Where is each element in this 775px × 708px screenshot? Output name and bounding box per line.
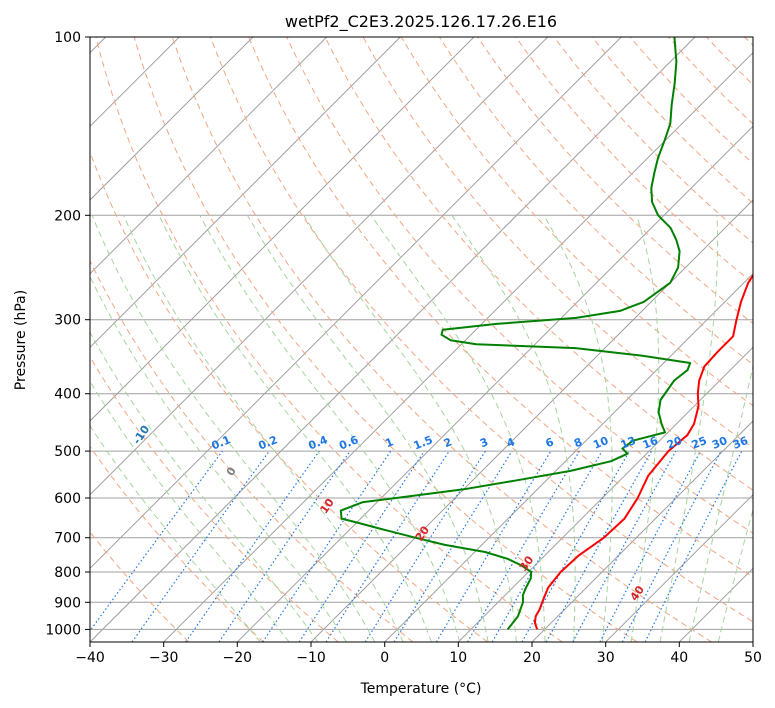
isotherm-line [90, 37, 475, 422]
moist-adiabat-line [90, 380, 290, 642]
mixing-ratio-line [435, 450, 552, 642]
x-tick-label: −40 [75, 650, 105, 666]
moist-adiabat-line [199, 215, 461, 642]
dry-adiabat-line [90, 259, 414, 642]
x-tick-label: −30 [149, 650, 179, 666]
mixing-ratio-label: 36 [731, 434, 750, 452]
y-tick-label: 600 [54, 491, 81, 507]
mixing-ratio-line [572, 450, 677, 642]
moist-adiabat-line [451, 215, 576, 642]
mixing-ratio-line [393, 450, 513, 642]
mixing-ratio-label: 30 [710, 434, 729, 452]
mixing-ratio-label: 8 [572, 435, 584, 450]
y-tick-label: 300 [54, 313, 81, 329]
profile-line [339, 37, 692, 631]
mixing-ratio-line [131, 450, 270, 642]
isotherm-line [531, 420, 753, 642]
reference-line-labels: 0.10.20.40.611.52346810131620253036-100-… [130, 423, 750, 604]
mixing-ratio-label: 3 [478, 435, 490, 450]
mixing-ratio-label: 2 [442, 435, 454, 450]
isotherm-line [90, 37, 401, 349]
moist-adiabat-line [246, 215, 489, 642]
isotherm-line [605, 493, 753, 642]
mixing-ratio-line [325, 450, 450, 642]
y-tick-label: 400 [54, 387, 81, 403]
moist-adiabat-line [659, 215, 719, 642]
isotherm-line [236, 125, 753, 642]
y-axis-label: Pressure (hPa) [13, 290, 29, 390]
mixing-ratio-label: 16 [641, 434, 660, 452]
y-tick-label: 800 [54, 565, 81, 581]
mixing-ratio-line [185, 450, 320, 642]
dry-adiabat-line [324, 37, 753, 491]
mixing-ratio-label: 10 [591, 434, 610, 452]
isotherm-line [90, 37, 696, 642]
moist-adiabat-line [90, 275, 347, 642]
isotherm-line [90, 37, 328, 275]
profile-line [533, 273, 753, 630]
dry-adiabat-line [515, 37, 753, 284]
x-tick-label: 40 [670, 650, 688, 666]
moist-adiabat-line [370, 215, 546, 642]
isotherm-line [90, 37, 622, 570]
dry-adiabat-line [248, 37, 753, 578]
mixing-ratio-label: 1 [383, 435, 395, 450]
y-tick-label: 700 [54, 531, 81, 547]
mixing-ratio-line [90, 450, 223, 632]
isotherm-line [90, 37, 254, 201]
x-tick-label: 10 [449, 650, 467, 666]
mixing-ratio-label: 20 [665, 434, 684, 452]
x-tick-label: 20 [523, 650, 541, 666]
y-tick-label: 900 [54, 595, 81, 611]
dry-adiabat-line [591, 37, 753, 204]
moist-adiabat-line [91, 215, 376, 642]
dry-adiabat-line [210, 37, 753, 623]
mixing-ratio-line [491, 450, 603, 642]
mixing-ratio-label: 25 [690, 434, 709, 452]
plot-frame [89, 36, 754, 643]
mixing-ratio-label: 13 [619, 434, 638, 452]
x-tick-label: 0 [380, 650, 389, 666]
chart-title: wetPf2_C2E3.2025.126.17.26.E16 [285, 12, 557, 32]
dry-adiabat-line [90, 445, 264, 642]
moist-adiabat-line [543, 215, 613, 642]
dry-adiabat-line [400, 37, 753, 407]
dry-adiabat-line [477, 37, 753, 325]
dry-adiabat-line [133, 37, 638, 642]
x-axis-label: Temperature (°C) [360, 681, 482, 697]
dry-adiabat-line [362, 37, 753, 449]
moist-adiabat-line [90, 331, 319, 642]
y-tick-label: 100 [54, 30, 81, 46]
moist-adiabat-line [90, 424, 261, 642]
moist-adiabat-line [158, 215, 432, 642]
y-tick-label: 200 [54, 208, 81, 224]
isotherm-line [457, 346, 753, 642]
plot-area [90, 37, 753, 642]
mixing-ratio-line [364, 450, 486, 642]
x-tick-label: −20 [223, 650, 253, 666]
x-tick-label: 50 [744, 650, 762, 666]
moist-adiabat-line [303, 215, 517, 642]
isotherm-line [384, 272, 753, 642]
background-reference-lines [90, 37, 753, 642]
mixing-ratio-line [466, 450, 580, 642]
dry-adiabat-line [171, 37, 712, 642]
mixing-ratio-line [545, 450, 653, 642]
mixing-ratio-line [218, 450, 351, 642]
axes: −40 −30 −20 −10 0 10 20 30 40 50 100 200 300 400 500 60… [45, 30, 762, 666]
moist-adiabat-line [630, 215, 660, 642]
isotherm-line [163, 51, 753, 642]
moist-adiabat-line [123, 215, 404, 642]
dry-adiabat-line [629, 37, 753, 165]
isotherm-line [90, 37, 549, 496]
profile-series [339, 37, 753, 631]
y-tick-label: 1000 [45, 622, 81, 638]
y-tick-label: 500 [54, 444, 81, 460]
x-tick-label: 30 [597, 650, 615, 666]
x-tick-label: −10 [296, 650, 326, 666]
